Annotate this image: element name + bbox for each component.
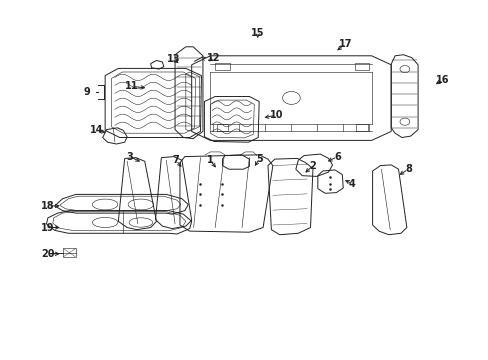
Text: 9: 9 — [83, 87, 90, 97]
Text: 5: 5 — [255, 154, 262, 164]
Text: 10: 10 — [269, 110, 283, 120]
Bar — [215, 63, 229, 70]
Text: 13: 13 — [166, 54, 180, 64]
Text: 18: 18 — [41, 201, 55, 211]
Text: 6: 6 — [333, 152, 340, 162]
Text: 1: 1 — [206, 155, 213, 165]
Text: 2: 2 — [309, 161, 316, 171]
Text: 3: 3 — [126, 152, 133, 162]
Text: 20: 20 — [41, 249, 55, 259]
Text: 16: 16 — [435, 75, 449, 85]
Text: 19: 19 — [41, 222, 55, 233]
Text: 14: 14 — [90, 125, 103, 135]
Text: 17: 17 — [338, 39, 351, 49]
Text: 4: 4 — [348, 179, 355, 189]
Text: 8: 8 — [404, 164, 411, 174]
Text: 15: 15 — [250, 28, 264, 38]
Bar — [354, 63, 368, 70]
Text: 12: 12 — [207, 53, 221, 63]
Text: 7: 7 — [172, 155, 179, 165]
Text: 11: 11 — [125, 81, 139, 91]
